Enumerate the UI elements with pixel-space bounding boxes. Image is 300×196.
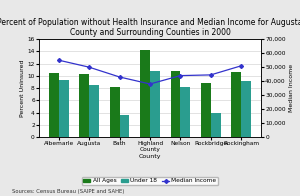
Median Income — [148, 83, 152, 85]
Median Income — [209, 74, 213, 76]
Bar — [80, 74, 89, 137]
Bar — [89, 85, 99, 137]
Median Income — [239, 65, 243, 67]
Y-axis label: Median Income: Median Income — [289, 64, 294, 112]
Bar — [232, 72, 241, 137]
Bar — [59, 80, 68, 137]
Bar — [49, 73, 59, 137]
Bar — [180, 87, 190, 137]
Line: Median Income: Median Income — [57, 59, 243, 85]
Y-axis label: Percent Uninsured: Percent Uninsured — [20, 59, 25, 117]
Median Income — [87, 66, 91, 68]
Median Income — [118, 76, 122, 78]
Median Income — [57, 59, 61, 61]
Bar — [110, 87, 120, 137]
Bar — [150, 71, 160, 137]
Bar — [171, 71, 180, 137]
Text: Sources: Census Bureau (SAIPE and SAHE): Sources: Census Bureau (SAIPE and SAHE) — [12, 189, 124, 194]
Bar — [241, 81, 251, 137]
Median Income — [178, 74, 182, 77]
Bar — [120, 114, 129, 137]
Bar — [211, 113, 220, 137]
Title: Percent of Population without Health Insurance and Median Income for Augusta
Cou: Percent of Population without Health Ins… — [0, 18, 300, 37]
Legend: All Ages, Under 18, Median Income: All Ages, Under 18, Median Income — [82, 177, 218, 185]
Bar — [201, 83, 211, 137]
Bar — [140, 50, 150, 137]
X-axis label: County: County — [139, 153, 161, 159]
